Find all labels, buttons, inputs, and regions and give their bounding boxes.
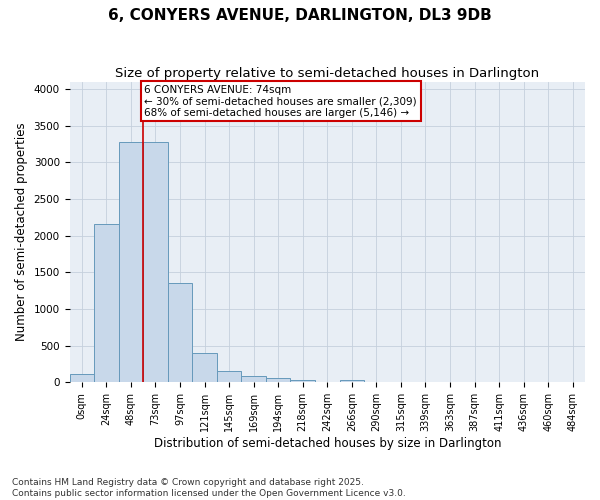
X-axis label: Distribution of semi-detached houses by size in Darlington: Distribution of semi-detached houses by … [154, 437, 501, 450]
Bar [217, 370, 241, 382]
Bar [70, 374, 94, 382]
Bar [266, 378, 290, 382]
Bar [119, 142, 143, 382]
Bar [340, 380, 364, 382]
Text: 6 CONYERS AVENUE: 74sqm
← 30% of semi-detached houses are smaller (2,309)
68% of: 6 CONYERS AVENUE: 74sqm ← 30% of semi-de… [145, 84, 417, 118]
Bar [143, 142, 168, 382]
Text: 6, CONYERS AVENUE, DARLINGTON, DL3 9DB: 6, CONYERS AVENUE, DARLINGTON, DL3 9DB [108, 8, 492, 22]
Title: Size of property relative to semi-detached houses in Darlington: Size of property relative to semi-detach… [115, 68, 539, 80]
Bar [290, 380, 315, 382]
Text: Contains HM Land Registry data © Crown copyright and database right 2025.
Contai: Contains HM Land Registry data © Crown c… [12, 478, 406, 498]
Y-axis label: Number of semi-detached properties: Number of semi-detached properties [15, 122, 28, 342]
Bar [241, 376, 266, 382]
Bar [168, 284, 192, 382]
Bar [94, 224, 119, 382]
Bar [192, 353, 217, 382]
